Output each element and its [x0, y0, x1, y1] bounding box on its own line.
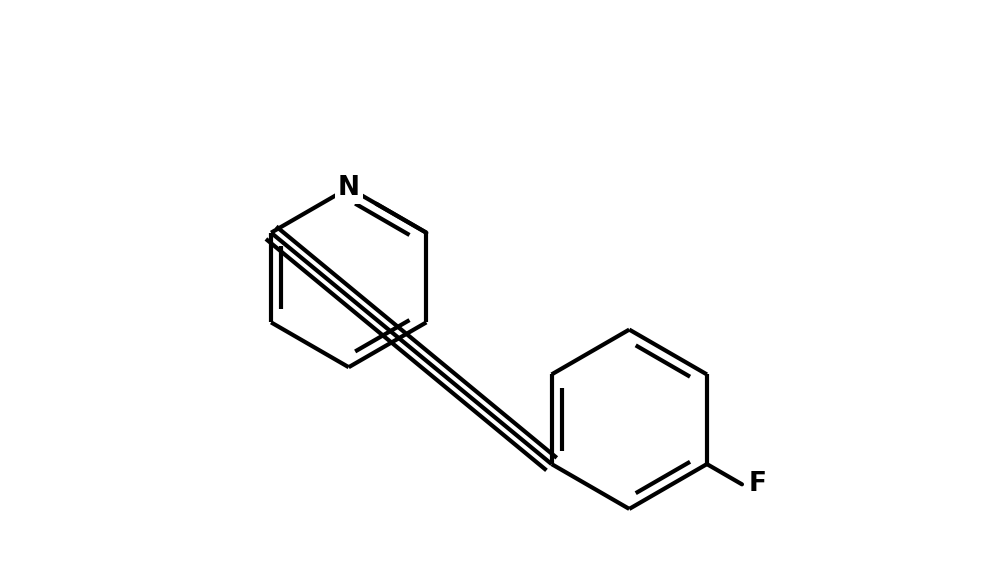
Text: N: N: [337, 175, 359, 201]
Text: F: F: [748, 471, 766, 498]
